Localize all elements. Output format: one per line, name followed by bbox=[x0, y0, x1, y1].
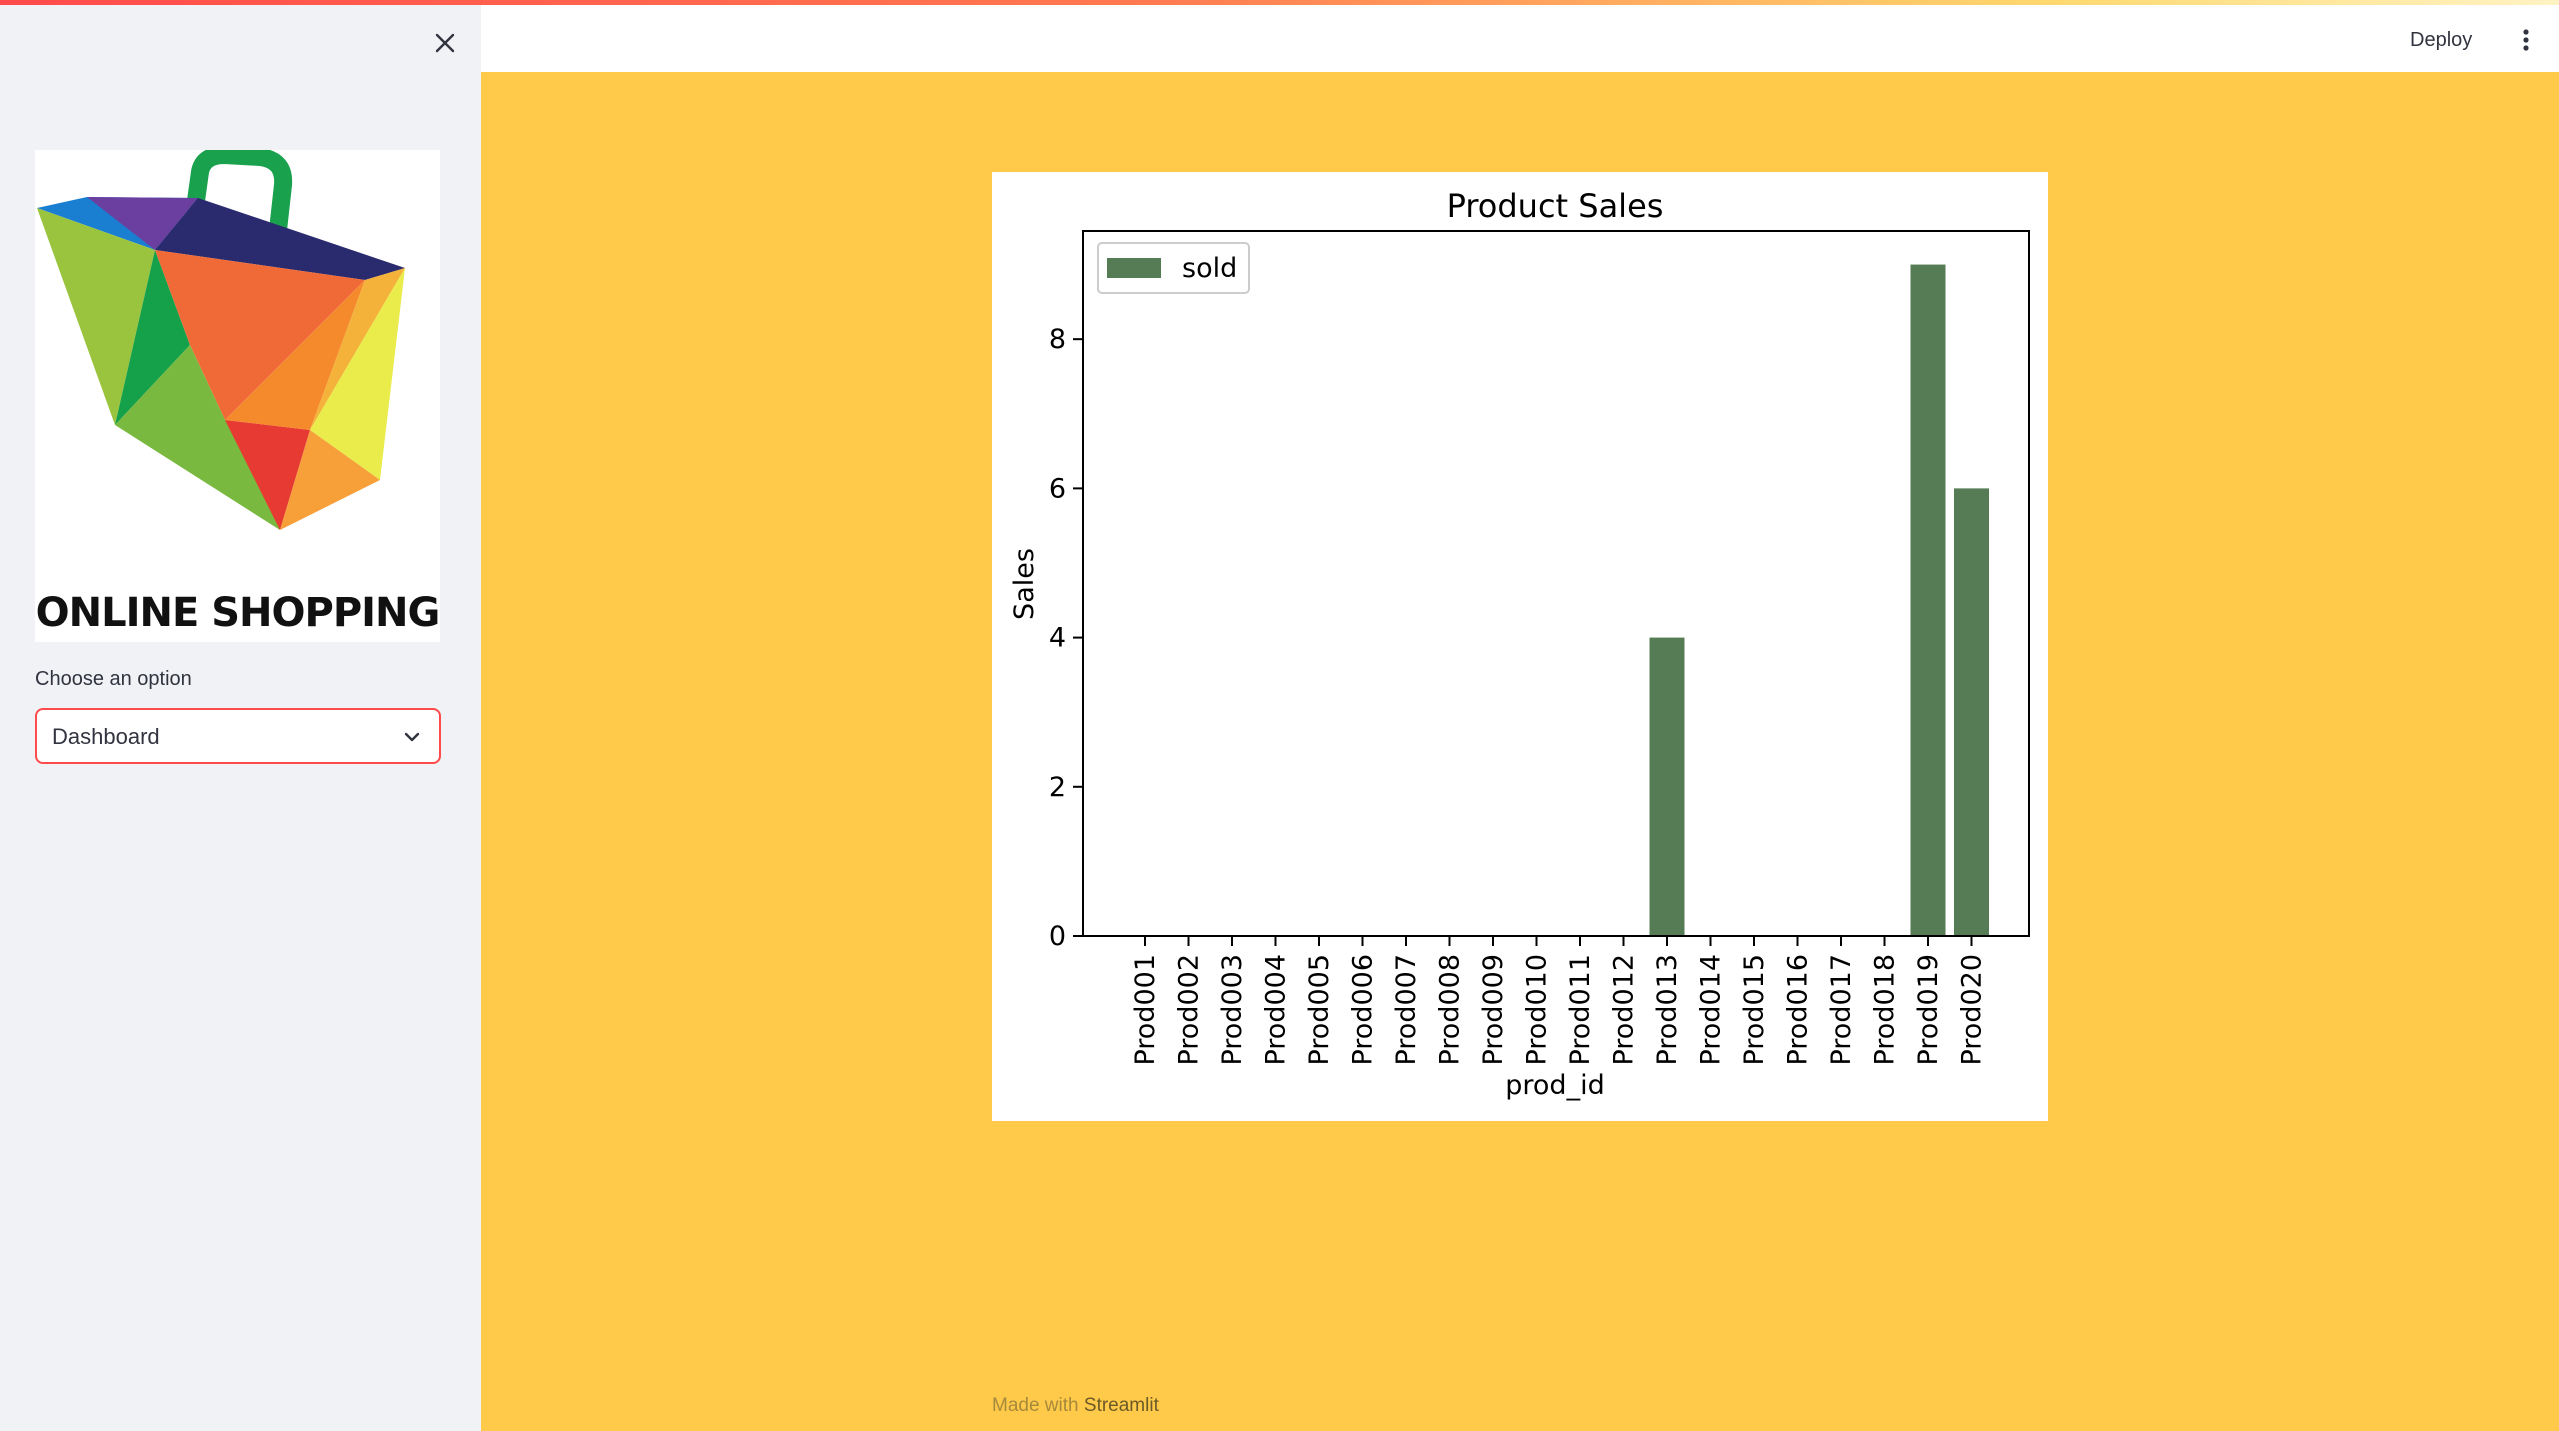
online-shopping-logo: ONLINE SHOPPING bbox=[35, 150, 440, 642]
streamlit-link[interactable]: Streamlit bbox=[1083, 1395, 1159, 1416]
footer-made-with: Made with bbox=[992, 1395, 1079, 1416]
x-tick-label: Prod020 bbox=[1957, 954, 1988, 1066]
select-label: Choose an option bbox=[35, 668, 192, 690]
plot-frame bbox=[1082, 230, 2030, 937]
y-tick-label: 0 bbox=[1049, 921, 1066, 952]
x-tick-label: Prod005 bbox=[1304, 954, 1335, 1066]
x-tick-label: Prod014 bbox=[1696, 954, 1727, 1066]
top-decoration-stripe bbox=[0, 0, 2559, 5]
x-tick-label: Prod017 bbox=[1826, 954, 1857, 1066]
x-tick-label: Prod013 bbox=[1652, 954, 1683, 1066]
legend-swatch-sold bbox=[1107, 258, 1161, 278]
y-axis-label: Sales bbox=[1009, 548, 1040, 620]
x-tick-label: Prod019 bbox=[1913, 954, 1944, 1066]
chart-title: Product Sales bbox=[1447, 187, 1664, 225]
x-tick-label: Prod007 bbox=[1391, 954, 1422, 1066]
y-tick-label: 2 bbox=[1049, 772, 1066, 803]
deploy-button[interactable]: Deploy bbox=[2410, 29, 2473, 51]
chevron-down-icon bbox=[404, 732, 420, 742]
bar-prod013 bbox=[1649, 637, 1685, 936]
legend-label-sold: sold bbox=[1182, 253, 1237, 284]
x-tick-label: Prod004 bbox=[1261, 954, 1292, 1066]
main-menu-button[interactable] bbox=[2516, 24, 2536, 56]
x-tick-label: Prod003 bbox=[1217, 954, 1248, 1066]
x-tick-label: Prod016 bbox=[1783, 954, 1814, 1066]
legend: sold bbox=[1097, 242, 1250, 294]
chart-panel: Product Sales 0 2 4 6 8 Prod001 Prod002 Prod00… bbox=[992, 172, 2048, 1121]
x-tick-label: Prod011 bbox=[1565, 954, 1596, 1066]
y-tick-label: 6 bbox=[1049, 473, 1066, 504]
kebab-menu-icon bbox=[2523, 29, 2529, 51]
close-icon bbox=[435, 33, 455, 53]
app-header bbox=[481, 0, 2559, 72]
y-tick-label: 4 bbox=[1049, 623, 1066, 654]
footer: Made with Streamlit bbox=[992, 1395, 1159, 1417]
x-tick-label: Prod009 bbox=[1478, 954, 1509, 1066]
x-tick-label: Prod015 bbox=[1739, 954, 1770, 1066]
close-sidebar-button[interactable] bbox=[428, 26, 462, 60]
sidebar: ONLINE SHOPPING Choose an option Dashboa… bbox=[0, 0, 481, 1431]
x-tick-label: Prod006 bbox=[1348, 954, 1379, 1066]
bar-prod019 bbox=[1910, 264, 1946, 936]
legend-box bbox=[1097, 242, 1250, 294]
logo-text: ONLINE SHOPPING bbox=[35, 590, 440, 636]
option-select[interactable]: Dashboard bbox=[35, 708, 441, 764]
shopping-bag-icon bbox=[37, 150, 405, 530]
x-tick-label: Prod001 bbox=[1130, 954, 1161, 1066]
product-sales-chart: Product Sales 0 2 4 6 8 Prod001 Prod002 Prod00… bbox=[1009, 187, 2030, 1101]
bar-prod020 bbox=[1954, 488, 1989, 936]
x-tick-label: Prod010 bbox=[1522, 954, 1553, 1066]
x-tick-label: Prod002 bbox=[1174, 954, 1205, 1066]
y-tick-label: 8 bbox=[1049, 324, 1066, 355]
x-tick-label: Prod012 bbox=[1609, 954, 1640, 1066]
x-axis-label: prod_id bbox=[1505, 1070, 1604, 1101]
x-tick-label: Prod018 bbox=[1870, 954, 1901, 1066]
x-tick-label: Prod008 bbox=[1435, 954, 1466, 1066]
select-value: Dashboard bbox=[52, 724, 160, 749]
